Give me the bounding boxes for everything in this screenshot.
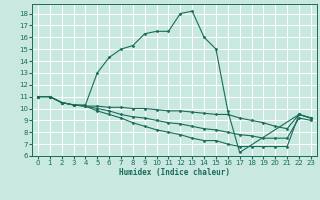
X-axis label: Humidex (Indice chaleur): Humidex (Indice chaleur)	[119, 168, 230, 177]
